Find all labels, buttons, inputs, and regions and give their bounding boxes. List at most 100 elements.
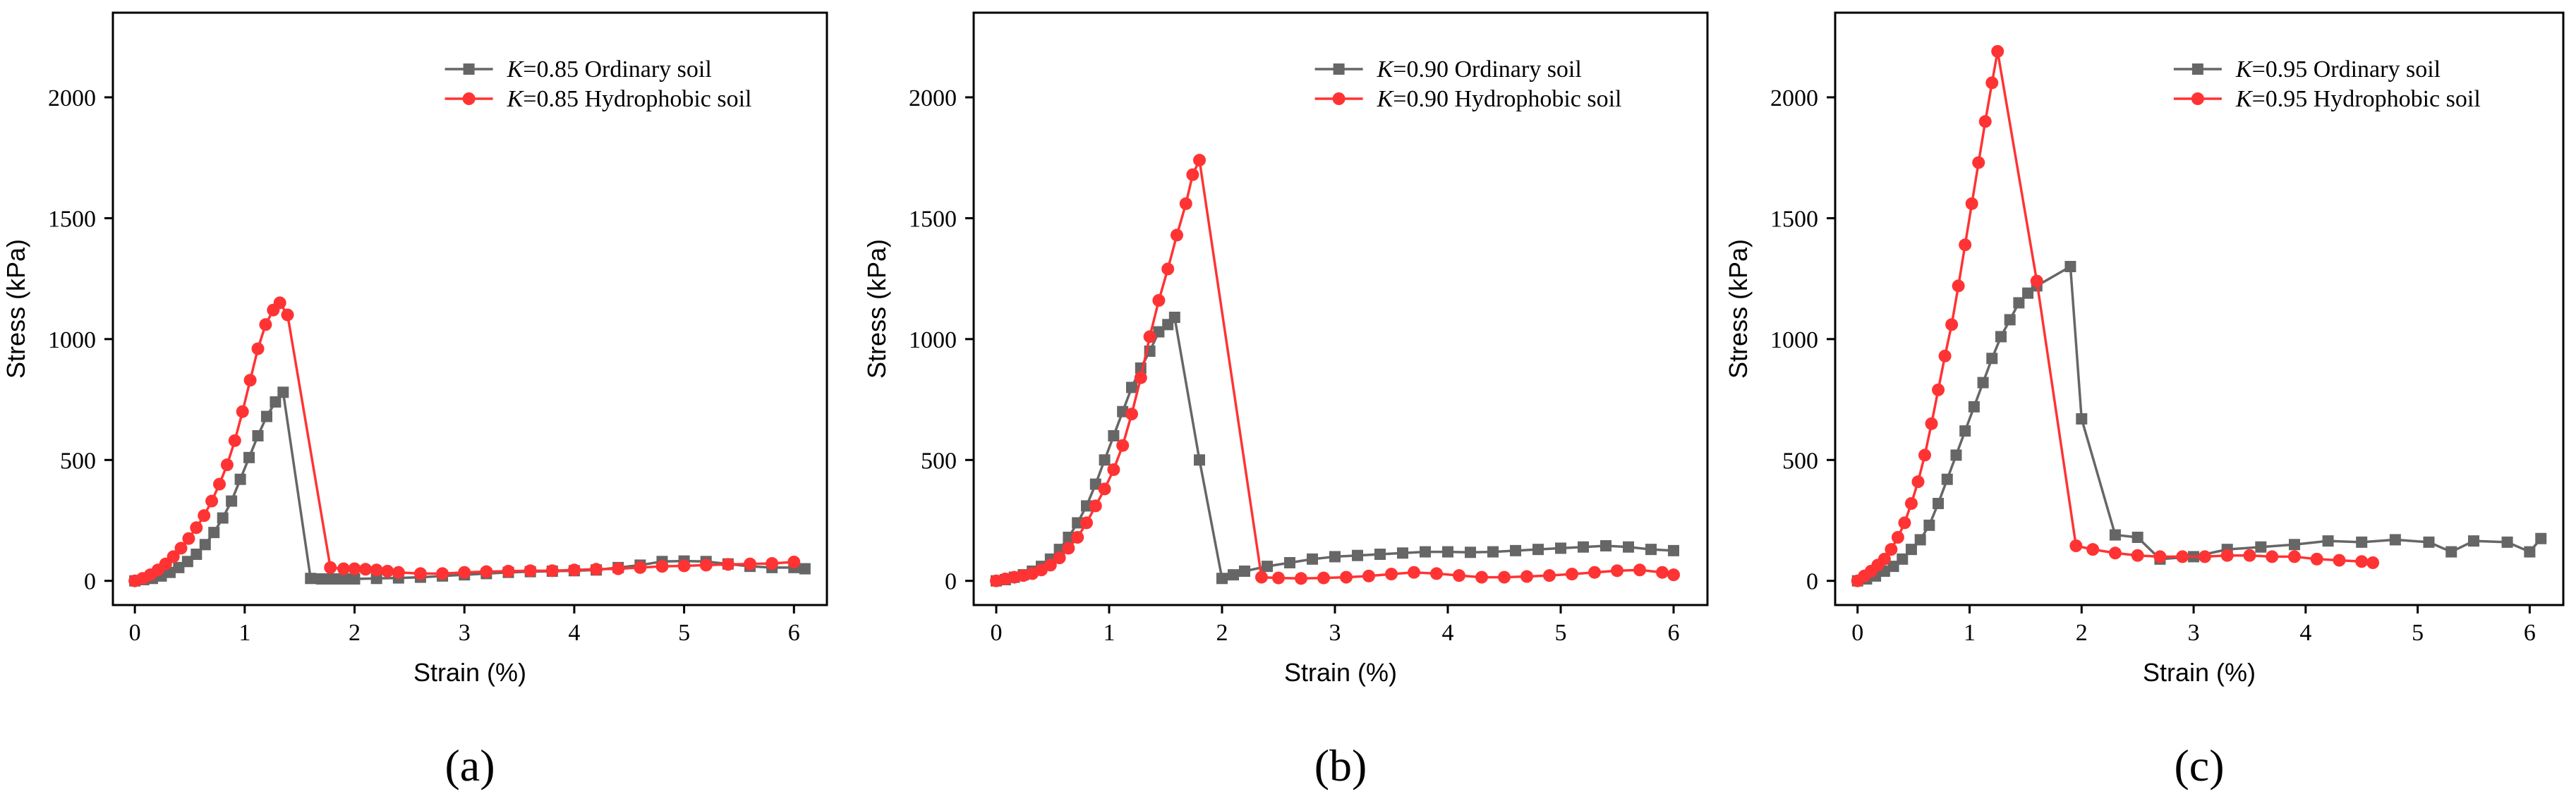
- data-point: [458, 566, 471, 579]
- data-point: [1442, 546, 1453, 558]
- data-point: [1952, 279, 1965, 293]
- data-point: [1611, 564, 1623, 578]
- data-point: [1897, 553, 1909, 565]
- data-point: [2310, 552, 2323, 566]
- legend-label-text: =0.90 Hydrophobic soil: [1393, 86, 1621, 112]
- data-point: [199, 539, 211, 551]
- data-point: [2030, 274, 2043, 288]
- data-point: [502, 565, 515, 578]
- data-point: [1891, 531, 1904, 544]
- data-point: [1108, 430, 1120, 441]
- data-point: [1153, 326, 1165, 338]
- x-tick-label: 5: [2412, 620, 2424, 646]
- data-point: [1532, 544, 1544, 556]
- data-point: [2243, 549, 2256, 562]
- data-point: [1071, 531, 1084, 544]
- data-point: [1194, 454, 1205, 466]
- legend-k-symbol: K: [507, 86, 525, 112]
- data-point: [634, 561, 647, 574]
- data-point: [2288, 539, 2300, 551]
- x-tick-label: 6: [2524, 620, 2536, 646]
- data-point: [1950, 449, 1962, 461]
- data-point: [1239, 566, 1250, 577]
- data-point: [1520, 570, 1533, 583]
- data-point: [436, 567, 449, 580]
- y-tick-label: 500: [1782, 448, 1818, 474]
- y-tick-label: 1000: [1770, 327, 1818, 353]
- data-point: [167, 550, 180, 563]
- data-point: [1588, 566, 1601, 579]
- data-point: [1216, 573, 1228, 585]
- x-tick-label: 4: [1442, 620, 1454, 646]
- data-point: [1081, 500, 1092, 512]
- x-tick-label: 0: [991, 620, 1003, 646]
- x-tick-label: 2: [349, 620, 361, 646]
- data-point: [1171, 228, 1183, 242]
- data-point: [243, 451, 255, 463]
- data-point: [1633, 563, 1646, 577]
- x-tick-label: 3: [1329, 620, 1341, 646]
- data-point: [524, 564, 537, 578]
- data-point: [721, 558, 734, 571]
- legend-k-symbol: K: [2235, 56, 2254, 83]
- legend-k-symbol: K: [1377, 86, 1395, 112]
- data-point: [1600, 540, 1611, 551]
- legend-k-symbol: K: [1377, 56, 1395, 83]
- legend-marker-hydrophobic: [1332, 92, 1346, 105]
- data-point: [182, 532, 195, 545]
- data-point: [2366, 556, 2380, 569]
- data-point: [273, 296, 286, 310]
- data-point: [1179, 197, 1192, 210]
- legend-marker-ordinary: [1333, 63, 1345, 75]
- data-point: [1329, 551, 1341, 563]
- data-point: [567, 563, 581, 577]
- data-point: [545, 564, 559, 578]
- x-tick-label: 4: [568, 620, 580, 646]
- chart-panel-b: 0 1 2 3 4 5 6 0 500 1000 1500 2000 Strain (%) Stre…: [862, 11, 1709, 790]
- data-point: [1340, 570, 1353, 584]
- data-point: [2013, 297, 2025, 309]
- data-point: [1938, 349, 1952, 362]
- x-tick-label: 2: [2076, 620, 2088, 646]
- data-point: [1932, 383, 1945, 396]
- legend: K=0.95 Ordinary soil K=0.95 Hydrophobic …: [2173, 56, 2481, 112]
- data-point: [2153, 550, 2167, 563]
- data-point: [392, 566, 405, 579]
- data-point: [337, 573, 349, 585]
- data-point: [1089, 499, 1102, 513]
- data-point: [305, 573, 317, 585]
- data-point: [1465, 547, 1476, 558]
- data-point: [315, 573, 327, 585]
- data-point: [1080, 516, 1093, 530]
- data-point: [1898, 516, 1911, 530]
- data-point: [2076, 413, 2088, 425]
- data-point: [220, 458, 234, 472]
- data-point: [1362, 569, 1375, 582]
- data-point: [1420, 546, 1431, 558]
- data-point: [370, 563, 383, 577]
- panel-label-c: (c): [2174, 740, 2224, 790]
- data-point: [213, 477, 226, 491]
- data-point: [1134, 371, 1147, 384]
- data-point: [190, 521, 203, 535]
- data-point: [252, 430, 264, 441]
- plot-frame: [972, 11, 1709, 606]
- data-point: [1125, 408, 1138, 421]
- x-axis-title: Strain (%): [2143, 658, 2256, 687]
- data-point: [2198, 550, 2211, 563]
- data-point: [1656, 566, 1669, 579]
- data-point: [1914, 534, 1926, 546]
- y-tick-label: 0: [1806, 569, 1818, 595]
- y-tick-label: 1000: [48, 327, 96, 353]
- y-tick-label: 1500: [48, 206, 96, 232]
- legend-label-hydrophobic: K=0.90 Hydrophobic soil: [1377, 86, 1622, 112]
- data-point: [324, 561, 337, 574]
- data-point: [174, 542, 188, 555]
- data-point: [1995, 331, 2007, 343]
- data-point: [2022, 287, 2034, 299]
- data-point: [1044, 558, 1057, 572]
- legend-k-symbol: K: [2235, 86, 2254, 112]
- data-point: [1968, 401, 1980, 413]
- data-point: [1107, 463, 1120, 476]
- data-point: [2423, 536, 2435, 548]
